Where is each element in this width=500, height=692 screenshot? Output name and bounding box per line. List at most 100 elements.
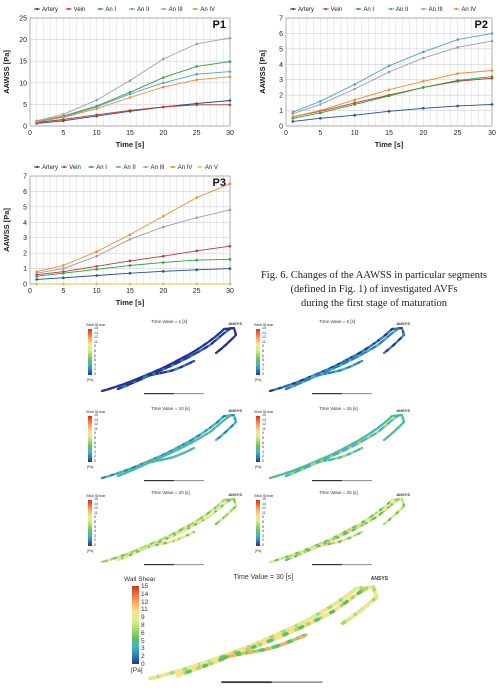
- colorbar: [256, 416, 260, 462]
- vessel-shear-band: [219, 633, 308, 660]
- panel-label: P3: [213, 177, 226, 189]
- data-point: [195, 268, 198, 272]
- data-point: [35, 282, 38, 286]
- scale-bar: [312, 393, 342, 395]
- chart-p3: 0 1 2 3 4 5 6 7 0 5 10 15 20 25 30 Time [s] AAWSS [Pa] P3…: [2, 165, 234, 307]
- series-line: [292, 103, 493, 122]
- colorbar-tick-label: 14: [94, 501, 98, 506]
- colorbar-tick-label: 9: [94, 344, 96, 349]
- legend-marker: [194, 7, 197, 11]
- colorbar-tick-label: 6: [262, 353, 264, 358]
- caption-line-3: during the first stage of maturation: [300, 298, 448, 309]
- data-point: [162, 225, 165, 229]
- colorbar-tick-label: 3: [262, 449, 264, 454]
- data-point: [490, 39, 494, 43]
- data-point: [195, 65, 198, 68]
- colorbar-tick-label: 9: [262, 344, 264, 349]
- vessel-segment: [268, 326, 406, 393]
- legend-marker: [67, 7, 70, 11]
- legend-marker: [171, 165, 174, 169]
- vessel-shear-band: [142, 530, 196, 550]
- ansys-logo: ANSYS: [228, 408, 242, 413]
- data-point: [228, 103, 232, 107]
- scale-bar: [342, 393, 372, 395]
- cfd-panel: Time Value = 25 [s] Wall Shear ANSYS 15 14 12…: [252, 490, 412, 570]
- y-tick-label: 2: [279, 93, 283, 100]
- data-point: [422, 50, 425, 54]
- legend-label: Artery: [42, 165, 58, 171]
- data-point: [353, 103, 356, 106]
- y-tick-label: 3: [279, 77, 283, 84]
- colorbar-tick-label: 15: [94, 326, 98, 330]
- vessel-shear-band: [116, 498, 232, 562]
- ansys-logo: ANSYS: [396, 321, 410, 326]
- data-point: [62, 113, 65, 116]
- vessel-segment: [100, 326, 238, 393]
- x-tick-label: 5: [318, 130, 322, 137]
- vessel-shear-band: [310, 446, 364, 466]
- scale-bar: [342, 564, 372, 566]
- series-line: [36, 209, 231, 274]
- x-tick-label: 0: [28, 288, 32, 295]
- x-tick-label: 20: [419, 130, 427, 137]
- legend-marker: [117, 165, 120, 169]
- colorbar-tick-label: 14: [262, 330, 266, 335]
- data-point: [228, 36, 232, 40]
- x-tick-label: 15: [126, 288, 134, 295]
- colorbar-tick-label: 11: [262, 339, 266, 344]
- colorbar-tick-label: 2: [94, 454, 96, 459]
- data-point: [195, 282, 198, 286]
- colorbar-tick-label: 6: [141, 629, 145, 637]
- data-point: [195, 258, 198, 262]
- y-tick-label: 4: [23, 220, 27, 227]
- data-point: [353, 87, 356, 91]
- data-point: [62, 264, 65, 267]
- data-point: [62, 271, 65, 275]
- legend-marker: [62, 165, 66, 169]
- vessel-shear-band: [142, 446, 196, 466]
- data-point: [128, 233, 132, 236]
- y-tick-label: 5: [23, 204, 27, 211]
- panel-label: P2: [475, 19, 488, 31]
- colorbar-tick-label: 12: [262, 335, 266, 340]
- colorbar-tick-label: 15: [262, 413, 266, 417]
- vessel-shear-band: [148, 585, 379, 681]
- x-tick-label: 0: [28, 130, 32, 137]
- caption-line-1: Fig. 6. Changes of the AAWSS in particul…: [260, 270, 488, 281]
- data-point: [456, 38, 459, 41]
- x-tick-label: 25: [454, 130, 462, 137]
- time-value-label: Time Value = 20 [s]: [151, 490, 190, 495]
- data-point: [490, 75, 494, 78]
- colorbar-tick-label: 2: [141, 653, 145, 661]
- data-point: [319, 111, 322, 115]
- series-line: [292, 76, 493, 119]
- legend-label: Vein: [331, 7, 343, 13]
- data-point: [422, 106, 425, 110]
- y-tick-label: 7: [23, 174, 27, 181]
- colorbar-tick-label: 11: [94, 339, 98, 344]
- series-line: [36, 268, 231, 280]
- colorbar-tick-label: 0: [262, 372, 264, 376]
- scale-bar: [174, 393, 204, 395]
- scale-bar: [144, 564, 174, 566]
- colorbar-tick-label: 6: [94, 524, 96, 529]
- data-point: [228, 75, 232, 79]
- data-point: [456, 104, 459, 108]
- x-tick-label: 30: [226, 130, 234, 137]
- colorbar-tick-label: 15: [141, 583, 149, 590]
- scale-bar: [342, 480, 372, 482]
- series-line: [292, 40, 493, 115]
- colorbar-tick-label: 9: [94, 515, 96, 520]
- colorbar-tick-label: 5: [94, 445, 96, 450]
- x-tick-label: 25: [193, 130, 201, 137]
- legend-label: Vein: [74, 7, 86, 13]
- x-tick-label: 30: [488, 130, 496, 137]
- data-point: [162, 85, 165, 89]
- colorbar-tick-label: 0: [262, 543, 264, 547]
- cfd-panel: Time Value = 1 [s] Wall Shear ANSYS 15 14 12 1…: [84, 319, 244, 399]
- data-point: [228, 267, 232, 270]
- data-point: [291, 115, 295, 119]
- y-tick-label: 15: [19, 59, 27, 66]
- colorbar-tick-label: 14: [94, 330, 98, 335]
- series-line: [36, 100, 231, 124]
